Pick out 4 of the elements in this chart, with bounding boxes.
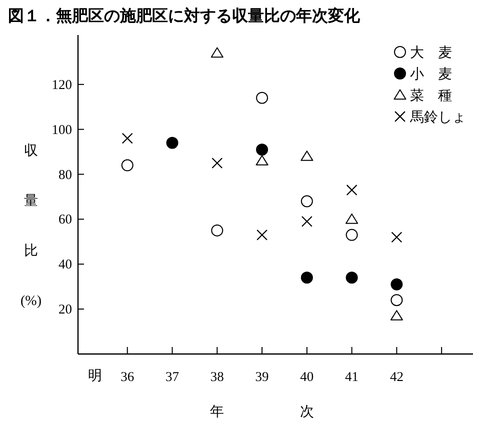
ylabel: 収量比(%) bbox=[20, 144, 42, 309]
xlabel: 年次 bbox=[210, 405, 314, 420]
annotation: 明 bbox=[88, 369, 102, 384]
title: 図１．無肥区の施肥区に対する収量比の年次変化 bbox=[8, 8, 360, 25]
